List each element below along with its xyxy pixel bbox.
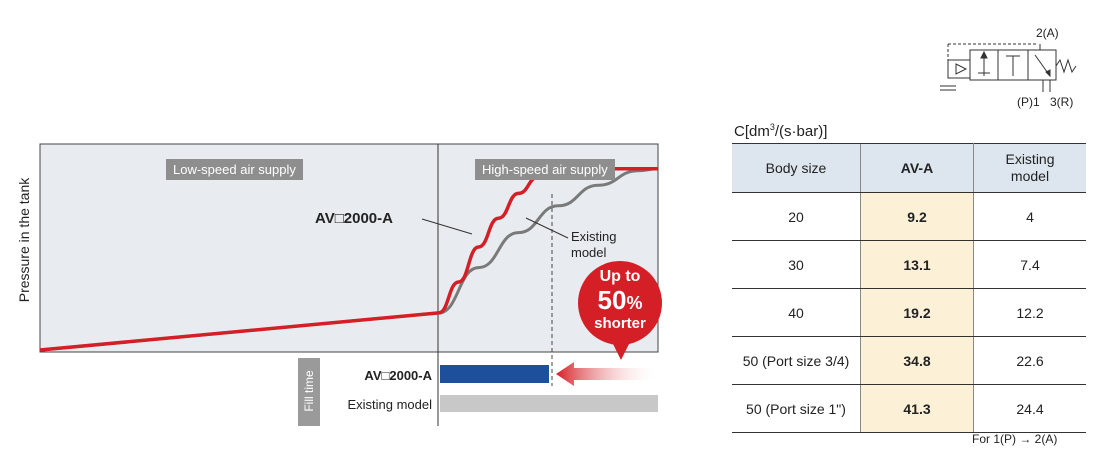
badge-line2: 50% bbox=[578, 286, 662, 317]
header-body-size: Body size bbox=[732, 143, 861, 193]
cell-existing: 4 bbox=[973, 192, 1086, 241]
zone-label-high-speed: High-speed air supply bbox=[475, 159, 615, 180]
port-label-a: 2(A) bbox=[1036, 26, 1059, 40]
y-axis-label: Pressure in the tank bbox=[16, 177, 32, 303]
cell-body-size: 30 bbox=[732, 240, 861, 289]
header-existing-model: Existing model bbox=[973, 143, 1086, 193]
cell-body-size: 50 (Port size 3/4) bbox=[732, 336, 861, 385]
existing-curve-label-line1: Existing bbox=[571, 229, 617, 244]
badge-percent: % bbox=[626, 293, 643, 313]
cell-av-a: 9.2 bbox=[860, 192, 974, 241]
fill-time-label: Fill time bbox=[302, 370, 316, 412]
badge-line1: Up to bbox=[599, 268, 641, 285]
header-av-a: AV-A bbox=[860, 143, 974, 193]
units-prefix: C[dm bbox=[734, 123, 770, 140]
existing-model-curve bbox=[39, 167, 659, 352]
cell-av-a: 19.2 bbox=[860, 288, 974, 337]
shorter-badge: Up to 50% shorter bbox=[578, 261, 662, 345]
cell-av-a: 34.8 bbox=[860, 336, 974, 385]
shorter-arrow bbox=[556, 362, 660, 386]
badge-value: 50 bbox=[597, 285, 627, 315]
flow-rate-table: Body size AV-A Existing model 20 9.2 4 3… bbox=[732, 143, 1086, 433]
av-a-leader-line bbox=[421, 218, 473, 235]
cell-av-a: 41.3 bbox=[860, 384, 974, 433]
table-row: 30 13.1 7.4 bbox=[732, 240, 1086, 289]
table-row: 50 (Port size 1") 41.3 24.4 bbox=[732, 384, 1086, 433]
fill-time-bar-av-a bbox=[440, 365, 549, 383]
cell-body-size: 50 (Port size 1") bbox=[732, 384, 861, 433]
table-footnote: For 1(P) → 2(A) bbox=[972, 432, 1058, 446]
fill-time-bar-existing bbox=[440, 395, 658, 412]
badge-line3: shorter bbox=[594, 315, 646, 332]
zone-label-low-speed: Low-speed air supply bbox=[166, 159, 303, 180]
table-units: C[dm3/(s·bar)] bbox=[734, 122, 827, 140]
valve-symbol-icon bbox=[940, 43, 1077, 92]
cell-existing: 12.2 bbox=[973, 288, 1086, 337]
existing-leader-line bbox=[525, 217, 569, 239]
cell-body-size: 40 bbox=[732, 288, 861, 337]
table-row: 50 (Port size 3/4) 34.8 22.6 bbox=[732, 336, 1086, 385]
cell-av-a: 13.1 bbox=[860, 240, 974, 289]
table-header-row: Body size AV-A Existing model bbox=[732, 143, 1086, 193]
cell-existing: 7.4 bbox=[973, 240, 1086, 289]
cell-body-size: 20 bbox=[732, 192, 861, 241]
table-row: 40 19.2 12.2 bbox=[732, 288, 1086, 337]
table-row: 20 9.2 4 bbox=[732, 192, 1086, 241]
bar-label-existing: Existing model bbox=[347, 397, 432, 412]
fill-time-label-box: Fill time bbox=[298, 358, 320, 426]
badge-pointer bbox=[611, 340, 631, 360]
port-label-r: 3(R) bbox=[1050, 95, 1074, 109]
units-exponent: 3 bbox=[769, 122, 775, 132]
units-suffix: /(s·bar)] bbox=[774, 123, 828, 140]
existing-curve-label-line2: model bbox=[571, 245, 607, 260]
bar-label-av-a: AV□2000-A bbox=[364, 368, 432, 383]
av-a-curve-label: AV□2000-A bbox=[315, 210, 393, 227]
cell-existing: 24.4 bbox=[973, 384, 1086, 433]
port-label-p: (P)1 bbox=[1017, 95, 1040, 109]
header-existing-model-text: Existing model bbox=[1005, 151, 1055, 184]
cell-existing: 22.6 bbox=[973, 336, 1086, 385]
